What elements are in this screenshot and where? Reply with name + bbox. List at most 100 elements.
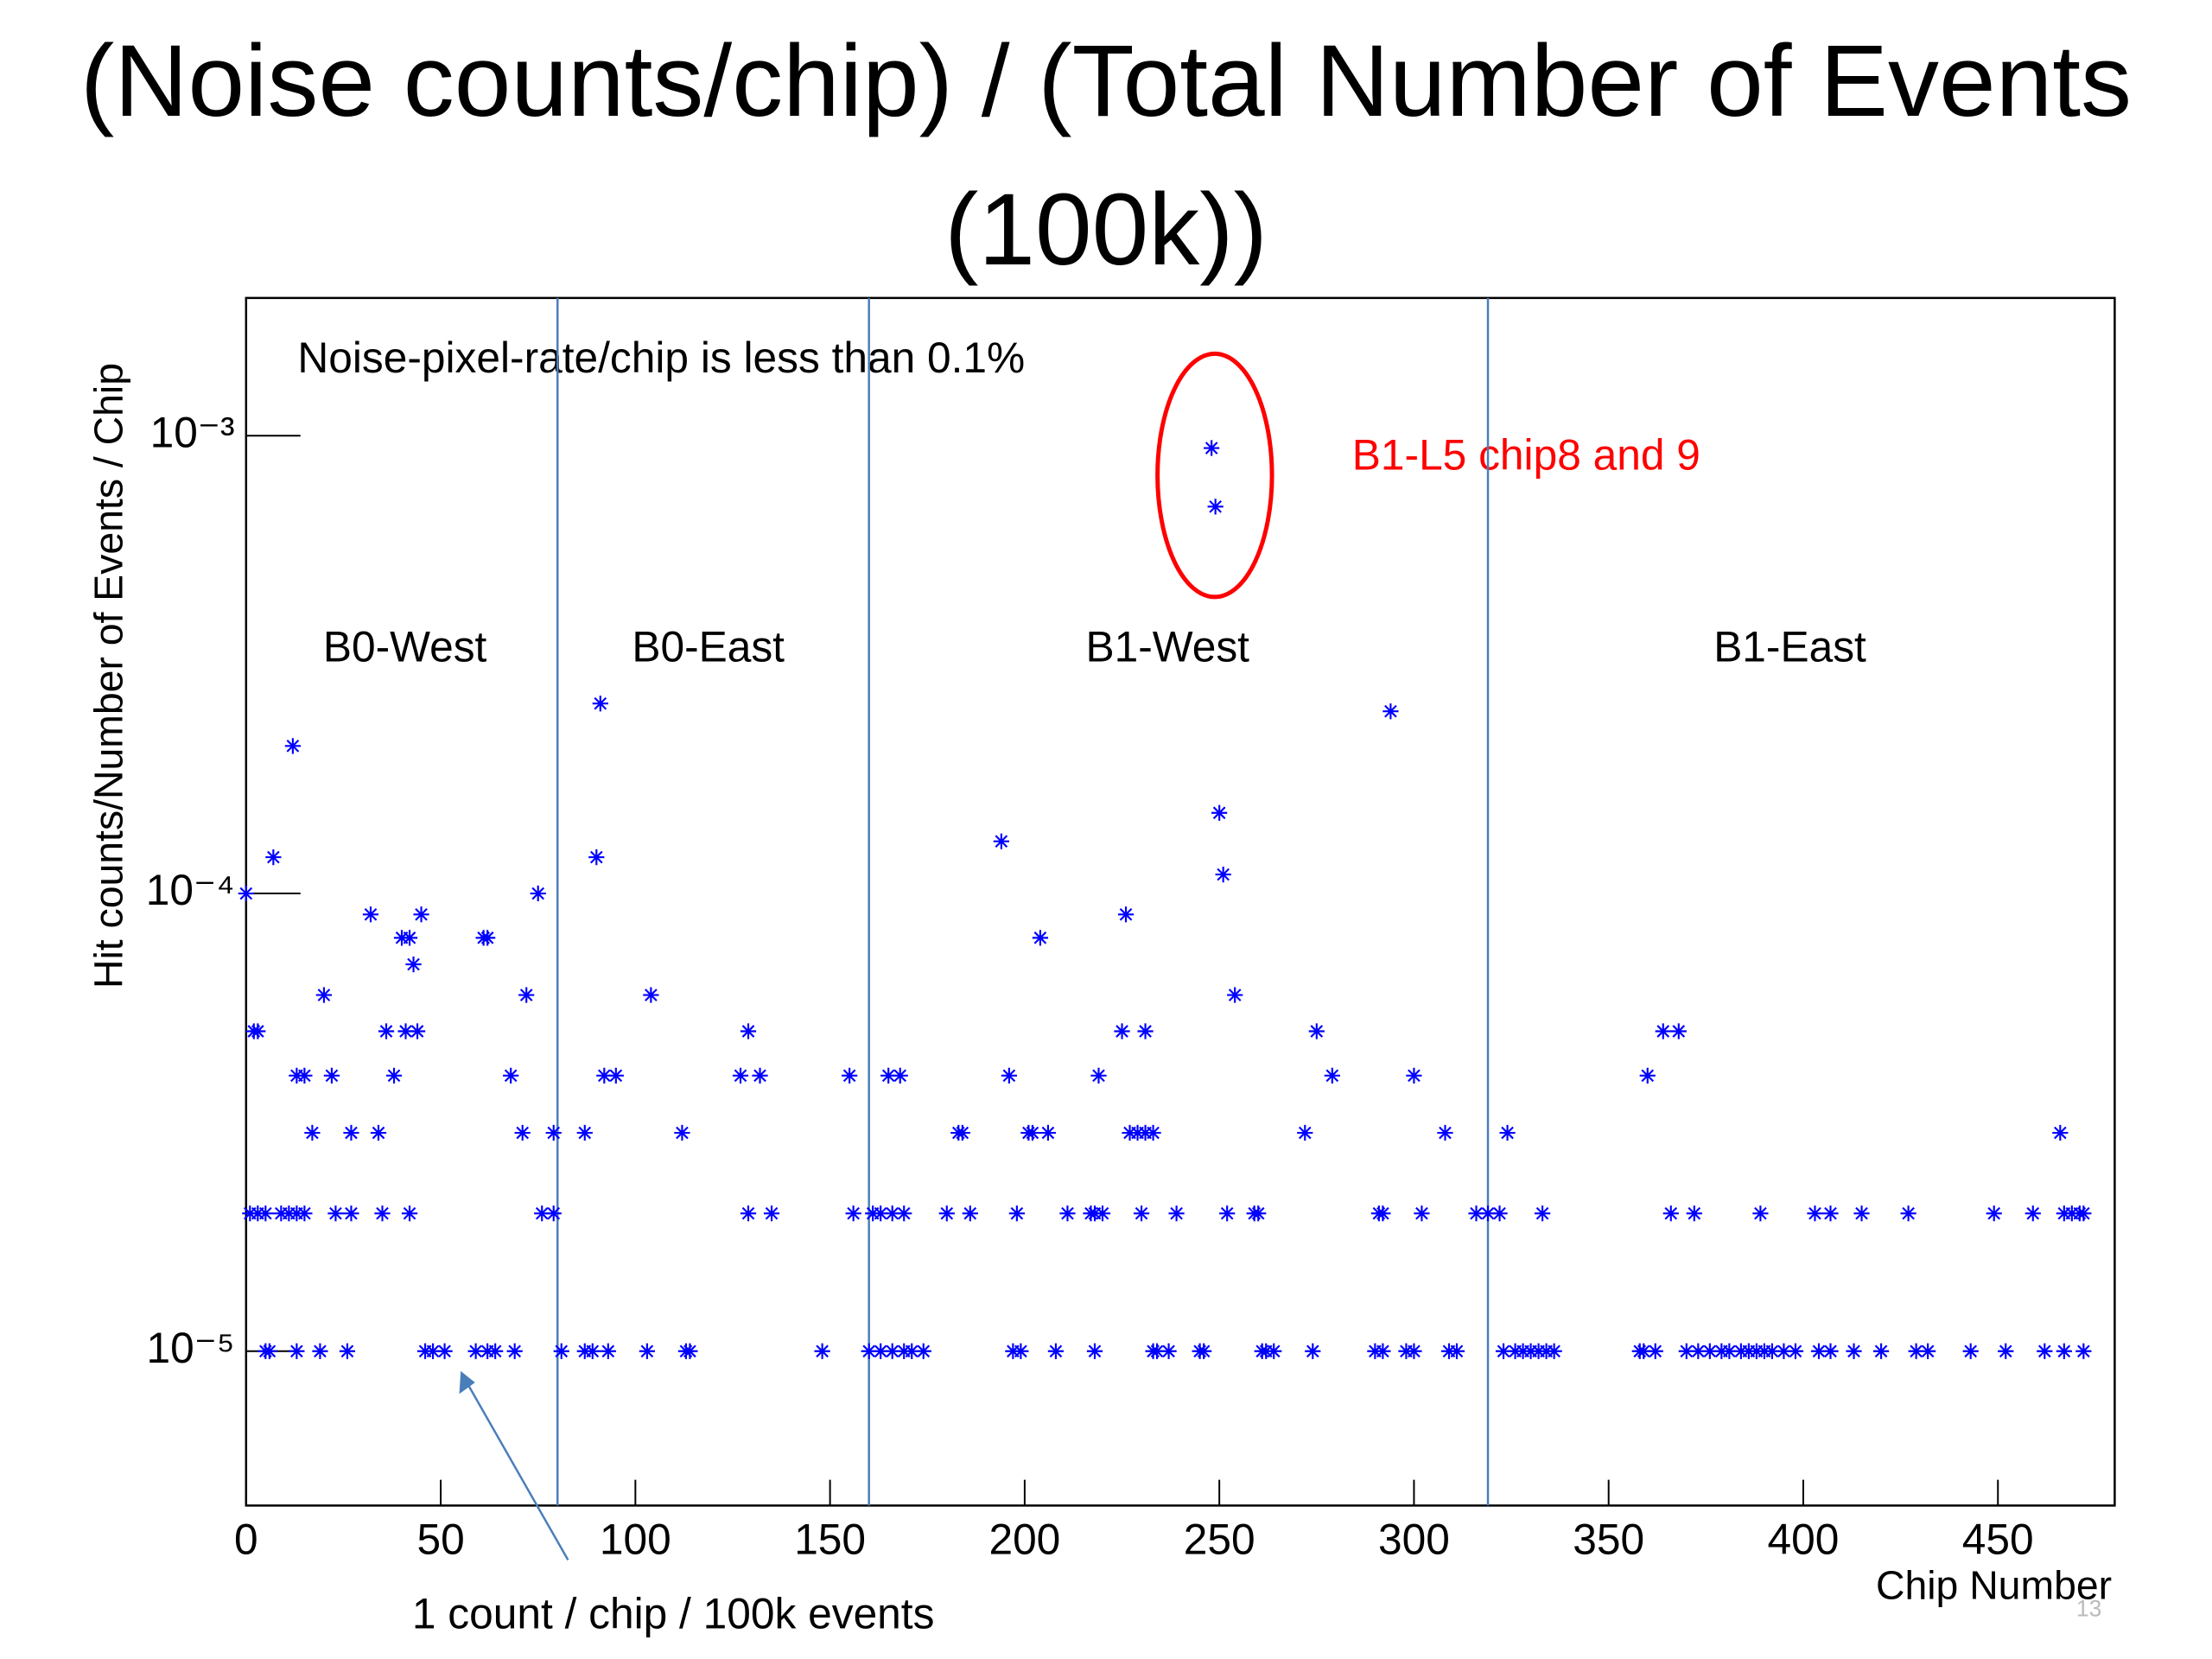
point xyxy=(1662,1205,1679,1222)
point xyxy=(1721,1343,1738,1359)
point xyxy=(1211,804,1228,821)
point xyxy=(257,1205,274,1222)
annotation: B1-L5 chip8 and 9 xyxy=(1352,430,1700,479)
point xyxy=(1491,1205,1508,1222)
point xyxy=(962,1205,978,1222)
point xyxy=(1215,866,1231,883)
point xyxy=(1920,1343,1936,1359)
point xyxy=(397,1023,414,1039)
point xyxy=(503,1067,519,1084)
point xyxy=(1499,1124,1516,1141)
point xyxy=(1168,1205,1185,1222)
y-tick-label: 10⁻⁵ xyxy=(147,1324,235,1372)
point xyxy=(904,1343,920,1359)
point xyxy=(993,833,1009,849)
point xyxy=(296,1067,313,1084)
arrow xyxy=(462,1376,569,1560)
point xyxy=(938,1205,955,1222)
point xyxy=(1776,1343,1792,1359)
point xyxy=(1986,1205,2002,1222)
point xyxy=(1535,1205,1551,1222)
point xyxy=(1810,1343,1827,1359)
point xyxy=(514,1124,531,1141)
point xyxy=(2024,1205,2041,1222)
point xyxy=(1160,1343,1177,1359)
point xyxy=(487,1343,504,1359)
page-number: 13 xyxy=(2076,1595,2101,1621)
point xyxy=(436,1343,453,1359)
point xyxy=(467,1343,484,1359)
point xyxy=(545,1205,562,1222)
point xyxy=(545,1124,562,1141)
point xyxy=(401,930,418,946)
point xyxy=(1047,1343,1065,1359)
point xyxy=(413,906,429,923)
point xyxy=(370,1124,387,1141)
point xyxy=(1998,1343,2014,1359)
point xyxy=(1090,1067,1107,1084)
point xyxy=(1647,1343,1663,1359)
point xyxy=(238,885,254,902)
x-axis-label: Chip Number xyxy=(1876,1563,2112,1608)
point xyxy=(1001,1067,1017,1084)
point xyxy=(740,1023,757,1039)
point xyxy=(1406,1067,1422,1084)
point xyxy=(1204,440,1220,456)
point xyxy=(1495,1343,1512,1359)
highlight-ellipse xyxy=(1155,351,1274,600)
point xyxy=(518,987,535,1003)
point xyxy=(1670,1023,1687,1039)
point xyxy=(1145,1124,1161,1141)
point xyxy=(1133,1205,1150,1222)
region-label: B1-East xyxy=(1713,622,1866,671)
point xyxy=(1468,1205,1484,1222)
point xyxy=(323,1067,340,1084)
point xyxy=(315,987,333,1003)
point xyxy=(284,738,301,754)
point xyxy=(915,1343,931,1359)
point xyxy=(884,1343,900,1359)
region-label: B0-East xyxy=(632,622,785,671)
point xyxy=(362,906,379,923)
point xyxy=(1375,1343,1391,1359)
point xyxy=(339,1343,356,1359)
point xyxy=(842,1067,858,1084)
point xyxy=(592,696,608,712)
point xyxy=(1008,1205,1025,1222)
point xyxy=(1094,1205,1111,1222)
point xyxy=(1546,1343,1562,1359)
point xyxy=(1196,1343,1212,1359)
annotation: 1 count / chip / 100k events xyxy=(412,1590,935,1638)
point xyxy=(1032,930,1049,946)
point xyxy=(1324,1067,1340,1084)
point xyxy=(312,1343,328,1359)
point xyxy=(1752,1205,1769,1222)
point xyxy=(600,1343,616,1359)
point xyxy=(1250,1205,1267,1222)
point xyxy=(1024,1124,1041,1141)
point xyxy=(1406,1343,1422,1359)
plot-frame xyxy=(245,296,2116,1507)
region-label: B0-West xyxy=(323,622,487,671)
point xyxy=(1479,1205,1497,1222)
point xyxy=(607,1067,624,1084)
x-tick-label: 200 xyxy=(988,1516,1060,1564)
point xyxy=(327,1205,344,1222)
x-tick-label: 350 xyxy=(1573,1516,1644,1564)
point xyxy=(892,1067,908,1084)
point xyxy=(1639,1067,1656,1084)
point xyxy=(1701,1343,1718,1359)
point xyxy=(424,1343,442,1359)
point xyxy=(2056,1343,2072,1359)
point xyxy=(682,1343,698,1359)
point xyxy=(1013,1343,1029,1359)
point xyxy=(289,1343,305,1359)
point xyxy=(506,1343,523,1359)
x-tick-label: 400 xyxy=(1768,1516,1840,1564)
point xyxy=(343,1124,359,1141)
point xyxy=(1059,1205,1076,1222)
point xyxy=(1086,1343,1103,1359)
point xyxy=(1655,1023,1671,1039)
y-axis-label: Hit counts/Number of Events / Chip xyxy=(86,363,130,988)
